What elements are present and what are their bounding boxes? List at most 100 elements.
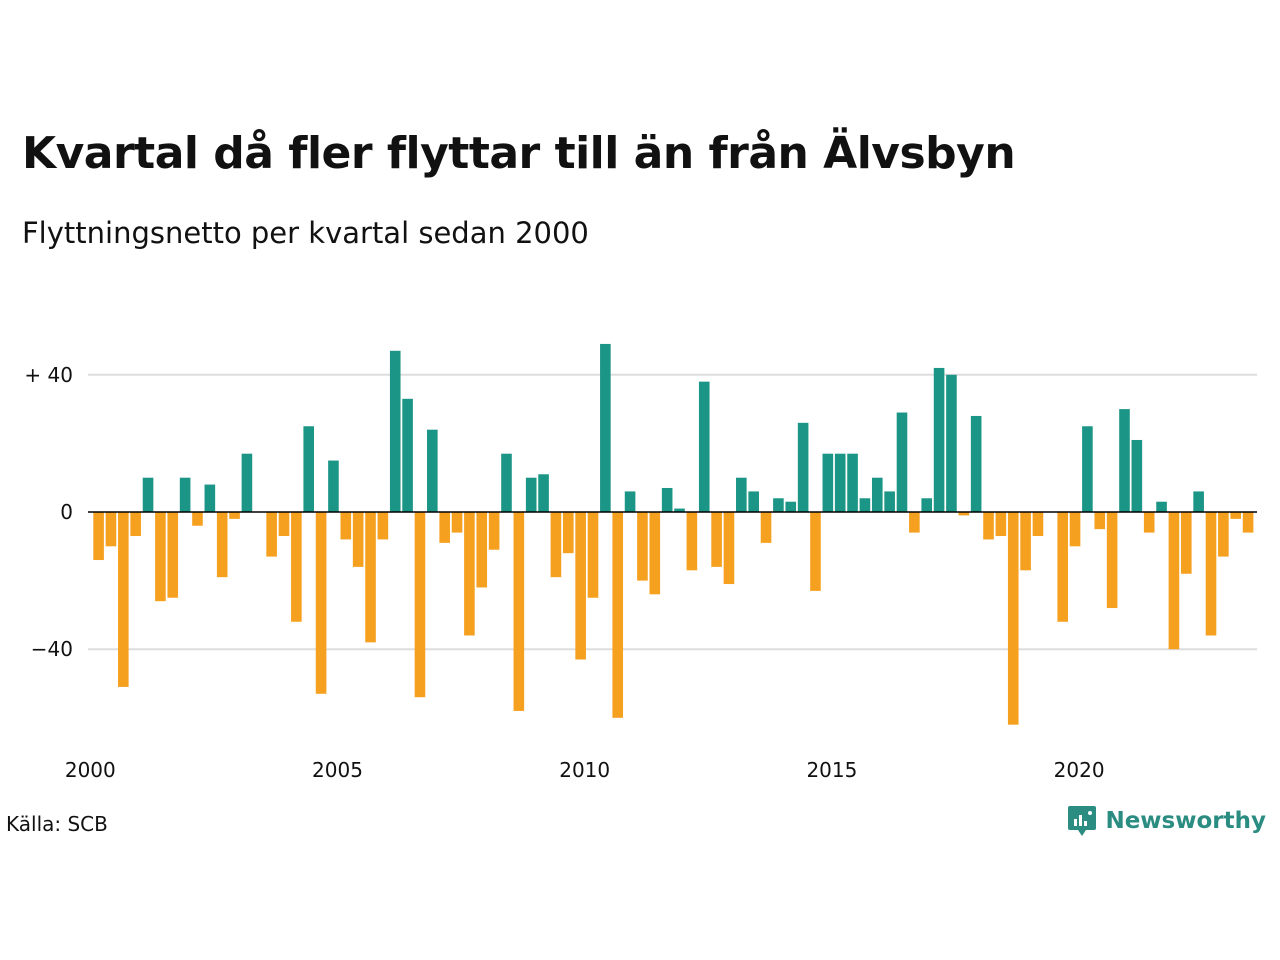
bar: 2016 K3: -6 bbox=[909, 512, 920, 533]
gridlines bbox=[88, 373, 1257, 651]
bar: 2018 K2: -7 bbox=[995, 512, 1007, 537]
bar: 2014 K4: 17 bbox=[822, 453, 834, 512]
bar: 2018 K4: -17 bbox=[1020, 512, 1031, 571]
bar: 2007 K3: -36 bbox=[464, 512, 475, 636]
bar: 2021 K1: 21 bbox=[1131, 439, 1143, 512]
bar: 2003 K1: 17 bbox=[241, 453, 253, 512]
bar: 2008 K3: -58 bbox=[513, 512, 525, 711]
bar: 2001 K3: -25 bbox=[167, 512, 179, 598]
bar: 2018 K3: -62 bbox=[1007, 512, 1019, 725]
bar: 2001 K2: -26 bbox=[155, 512, 166, 602]
bar: 2000 K3: -51 bbox=[118, 512, 129, 687]
bar: 2015 K1: 17 bbox=[834, 453, 846, 512]
bar: 2022 K4: -13 bbox=[1218, 512, 1229, 557]
bar-chart: 2000 K1: -142000 K2: -102000 K3: -512000… bbox=[24, 343, 1257, 782]
x-tick-label: 2005 bbox=[312, 758, 363, 782]
bar: 2006 K4: 24 bbox=[427, 429, 438, 512]
bar: 2019 K4: -10 bbox=[1069, 512, 1081, 547]
bar: 2011 K3: 7 bbox=[661, 487, 673, 512]
bar: 2017 K4: 28 bbox=[970, 415, 982, 512]
bar: 2003 K3: -13 bbox=[266, 512, 277, 557]
y-tick-label: −40 bbox=[31, 637, 73, 661]
bar: 2019 K1: -7 bbox=[1032, 512, 1044, 537]
bar: 2017 K2: 40 bbox=[946, 374, 957, 512]
bar: 2013 K3: -9 bbox=[760, 512, 772, 543]
bar: 2012 K4: -21 bbox=[723, 512, 735, 585]
bar: 2005 K3: -38 bbox=[365, 512, 376, 643]
bar: 2009 K2: -19 bbox=[550, 512, 562, 578]
bar: 2023 K1: -2 bbox=[1230, 512, 1242, 519]
bar: 2004 K4: 15 bbox=[328, 460, 339, 512]
bar: 2013 K1: 10 bbox=[736, 477, 747, 512]
bar: 2008 K1: -11 bbox=[488, 512, 500, 550]
bar: 2005 K2: -16 bbox=[352, 512, 364, 567]
chart-title: Kvartal då fler flyttar till än från Älv… bbox=[22, 128, 1016, 179]
bar: 2002 K4: -2 bbox=[229, 512, 240, 519]
bar: 2015 K2: 17 bbox=[847, 453, 858, 512]
brand-logo: Newsworthy bbox=[1067, 804, 1266, 838]
bar: 2018 K1: -8 bbox=[983, 512, 994, 540]
bar: 2016 K4: 4 bbox=[921, 498, 933, 512]
bar: 2009 K4: -43 bbox=[575, 512, 586, 660]
bar: 2019 K3: -32 bbox=[1057, 512, 1068, 622]
brand-name: Newsworthy bbox=[1105, 808, 1266, 834]
bar: 2020 K4: 30 bbox=[1119, 409, 1130, 512]
source-note: Källa: SCB bbox=[6, 812, 108, 836]
bar: 2011 K4: 1 bbox=[674, 508, 685, 512]
bar: 2013 K4: 4 bbox=[773, 498, 784, 512]
bar: 2021 K3: 3 bbox=[1156, 501, 1167, 512]
bar: 2012 K1: -17 bbox=[686, 512, 698, 571]
bar: 2011 K1: -20 bbox=[637, 512, 648, 581]
bar: 2004 K2: 25 bbox=[303, 426, 315, 512]
y-tick-label: 0 bbox=[60, 500, 73, 524]
x-tick-label: 2015 bbox=[806, 758, 857, 782]
chart-subtitle: Flyttningsnetto per kvartal sedan 2000 bbox=[22, 216, 589, 250]
bar: 2014 K2: 26 bbox=[797, 422, 809, 512]
bar: 2002 K3: -19 bbox=[216, 512, 228, 578]
bar: 2021 K2: -6 bbox=[1143, 512, 1155, 533]
bar: 2000 K2: -10 bbox=[105, 512, 117, 547]
bar: 2006 K2: 33 bbox=[402, 398, 413, 512]
bar: 2006 K3: -54 bbox=[414, 512, 426, 698]
bar: 2005 K4: -8 bbox=[377, 512, 389, 540]
bar: 2007 K1: -9 bbox=[439, 512, 450, 543]
bar: 2008 K2: 17 bbox=[501, 453, 512, 512]
bar: 2022 K3: -36 bbox=[1205, 512, 1217, 636]
bar: 2000 K1: -14 bbox=[93, 512, 104, 561]
bar: 2004 K1: -32 bbox=[291, 512, 302, 622]
bar: 2004 K3: -53 bbox=[315, 512, 327, 694]
bar: 2006 K1: 47 bbox=[389, 350, 401, 512]
bar: 2022 K1: -18 bbox=[1180, 512, 1192, 574]
bar: 2002 K1: -4 bbox=[192, 512, 203, 526]
x-tick-label: 2010 bbox=[559, 758, 610, 782]
bar: 2005 K1: -8 bbox=[340, 512, 352, 540]
bar: 2021 K4: -40 bbox=[1168, 512, 1180, 650]
bar: 2001 K1: 10 bbox=[142, 477, 154, 512]
bar: 2020 K2: -5 bbox=[1094, 512, 1106, 530]
bar: 2020 K3: -28 bbox=[1106, 512, 1118, 609]
bar: 2015 K3: 4 bbox=[859, 498, 871, 512]
newsworthy-logo-icon bbox=[1068, 806, 1097, 836]
bar: 2017 K3: -1 bbox=[958, 512, 970, 516]
bar: 2010 K1: -25 bbox=[587, 512, 599, 598]
bar: 2009 K3: -12 bbox=[562, 512, 574, 554]
bar: 2012 K2: 38 bbox=[698, 381, 710, 512]
bar: 2015 K4: 10 bbox=[871, 477, 883, 512]
bar: 2007 K4: -22 bbox=[476, 512, 488, 588]
bar: 2008 K4: 10 bbox=[525, 477, 537, 512]
bar: 2013 K2: 6 bbox=[748, 491, 759, 512]
bar: 2011 K2: -24 bbox=[649, 512, 661, 595]
bar: 2016 K1: 6 bbox=[884, 491, 895, 512]
axes: + 40 0 −40 2000 2005 2010 2015 2020 bbox=[24, 363, 1257, 782]
bar: 2002 K2: 8 bbox=[204, 484, 216, 512]
bar: 2022 K2: 6 bbox=[1193, 491, 1204, 512]
bar: 2009 K1: 11 bbox=[538, 474, 549, 512]
bar: 2003 K4: -7 bbox=[278, 512, 290, 537]
bar: 2010 K2: 49 bbox=[600, 343, 611, 512]
bar: 2012 K3: -16 bbox=[711, 512, 722, 567]
bars: 2000 K1: -142000 K2: -102000 K3: -512000… bbox=[93, 343, 1254, 725]
bar: 2016 K2: 29 bbox=[896, 412, 908, 512]
x-tick-label: 2020 bbox=[1054, 758, 1105, 782]
bar: 2014 K3: -23 bbox=[810, 512, 821, 591]
bar: 2010 K3: -60 bbox=[612, 512, 624, 718]
